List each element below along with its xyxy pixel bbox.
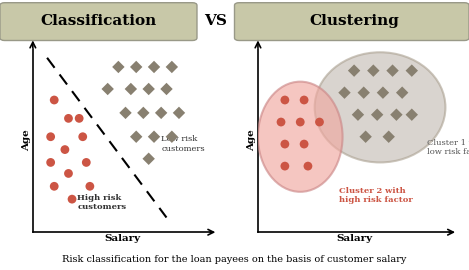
Point: [304, 164, 312, 168]
Point: [281, 142, 288, 146]
Ellipse shape: [258, 82, 342, 192]
Point: [150, 65, 158, 69]
Point: [385, 134, 393, 139]
Point: [350, 69, 358, 73]
Point: [68, 197, 76, 201]
Y-axis label: Age: Age: [23, 130, 31, 151]
Point: [140, 111, 147, 115]
Point: [76, 116, 83, 120]
Point: [47, 160, 54, 165]
Point: [79, 134, 86, 139]
Text: High risk
customers: High risk customers: [77, 194, 127, 211]
Point: [408, 69, 416, 73]
Y-axis label: Age: Age: [248, 130, 257, 151]
Point: [362, 134, 370, 139]
Point: [65, 171, 72, 176]
Point: [158, 111, 165, 115]
Point: [168, 134, 175, 139]
Point: [175, 111, 183, 115]
Text: VS: VS: [204, 14, 227, 28]
Point: [132, 65, 140, 69]
Point: [393, 113, 400, 117]
Point: [145, 157, 152, 161]
Point: [104, 87, 112, 91]
Point: [300, 98, 308, 102]
FancyBboxPatch shape: [0, 3, 197, 40]
Point: [65, 116, 72, 120]
Point: [150, 134, 158, 139]
Text: Cluster 1 with
low risk factor: Cluster 1 with low risk factor: [427, 139, 469, 156]
X-axis label: Salary: Salary: [104, 234, 140, 242]
Point: [389, 69, 396, 73]
Point: [168, 65, 175, 69]
Point: [354, 113, 362, 117]
Point: [281, 98, 288, 102]
X-axis label: Salary: Salary: [336, 234, 372, 242]
Point: [122, 111, 129, 115]
Point: [163, 87, 170, 91]
Point: [281, 164, 288, 168]
Point: [296, 120, 304, 124]
Point: [51, 184, 58, 188]
Point: [370, 69, 377, 73]
Point: [132, 134, 140, 139]
Point: [360, 90, 368, 95]
Text: Risk classification for the loan payees on the basis of customer salary: Risk classification for the loan payees …: [62, 255, 407, 264]
Point: [127, 87, 135, 91]
Text: Cluster 2 with
high risk factor: Cluster 2 with high risk factor: [339, 187, 412, 204]
Point: [408, 113, 416, 117]
Text: Low risk
customers: Low risk customers: [161, 136, 205, 153]
Point: [51, 98, 58, 102]
FancyBboxPatch shape: [234, 3, 469, 40]
Point: [316, 120, 323, 124]
Point: [373, 113, 381, 117]
Point: [379, 90, 386, 95]
Ellipse shape: [315, 52, 446, 163]
Point: [277, 120, 285, 124]
Point: [61, 147, 68, 152]
Text: Clustering: Clustering: [309, 14, 399, 28]
Point: [340, 90, 348, 95]
Point: [83, 160, 90, 165]
Point: [145, 87, 152, 91]
Text: Classification: Classification: [40, 14, 157, 28]
Point: [114, 65, 122, 69]
Point: [47, 134, 54, 139]
Point: [86, 184, 94, 188]
Point: [398, 90, 406, 95]
Point: [300, 142, 308, 146]
